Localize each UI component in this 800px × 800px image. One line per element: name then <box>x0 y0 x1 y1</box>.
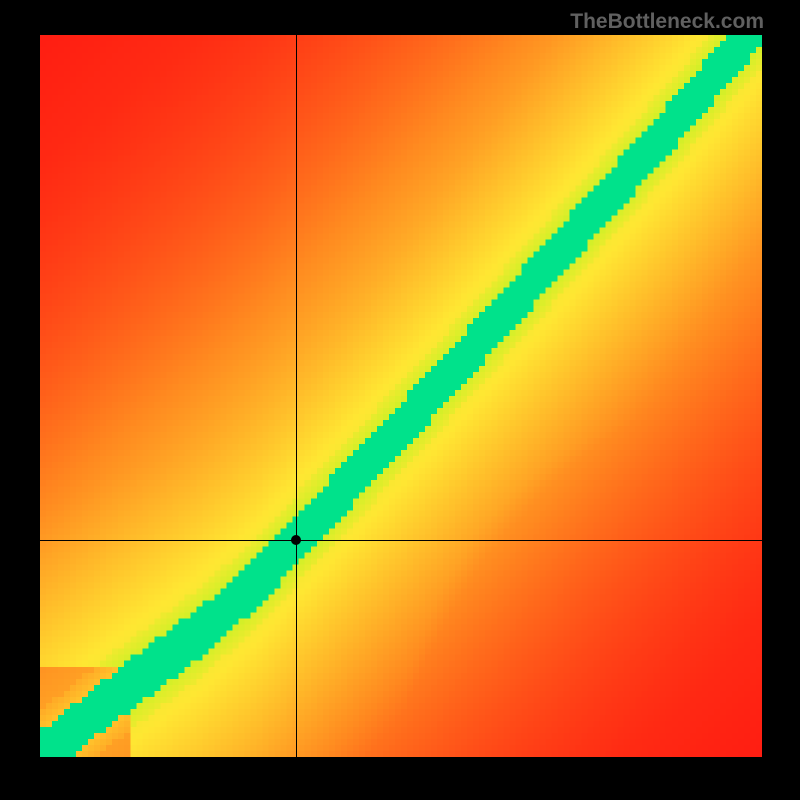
watermark-text: TheBottleneck.com <box>570 10 764 34</box>
crosshair-vertical <box>296 35 297 757</box>
crosshair-horizontal <box>40 540 762 541</box>
bottleneck-heatmap <box>40 35 762 757</box>
chart-container: { "watermark": { "text": "TheBottleneck.… <box>0 0 800 800</box>
